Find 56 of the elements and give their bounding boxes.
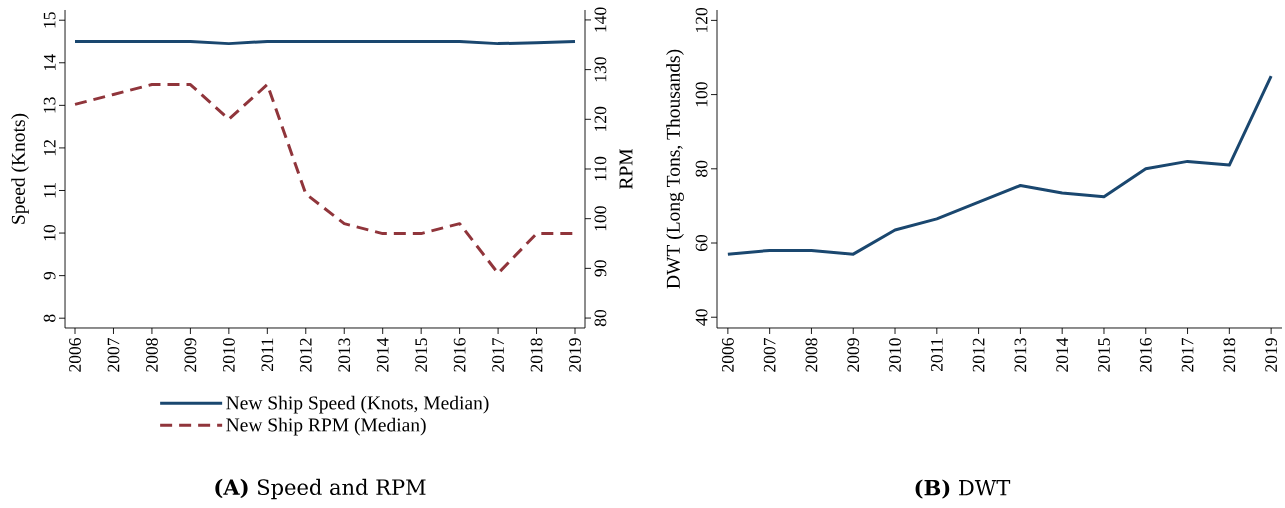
- y-tick-label: 8: [43, 314, 56, 322]
- y2-tick-label: 130: [594, 57, 607, 82]
- y-tick-label: 14: [43, 54, 56, 70]
- y-tick-label: 9: [43, 271, 56, 280]
- x-tick-label: 2018: [1223, 338, 1236, 372]
- x-tick-label: 2006: [69, 338, 81, 372]
- x-tick-label: 2016: [1139, 338, 1152, 372]
- y-tick-label: 120: [695, 7, 708, 32]
- x-tick-label: 2011: [261, 338, 274, 372]
- y-tick-label: 60: [695, 234, 708, 252]
- y2-tick-label: 80: [594, 309, 607, 327]
- x-tick-label: 2019: [1265, 338, 1278, 372]
- x-tick-label: 2009: [847, 338, 860, 372]
- legend-label: New Ship Speed (Knots, Median): [226, 395, 489, 414]
- y-axis-title: DWT (Long Tons, Thousands): [666, 49, 684, 289]
- x-tick-label: 2018: [530, 338, 543, 372]
- x-tick-label: 2011: [930, 338, 943, 372]
- x-tick-label: 2017: [492, 338, 504, 372]
- x-tick-label: 2015: [415, 338, 428, 372]
- x-tick-label: 2008: [146, 338, 158, 372]
- y-tick-label: 11: [43, 183, 56, 198]
- y-axis-title: Speed (Knots): [11, 113, 29, 224]
- x-tick-label: 2015: [1098, 338, 1110, 372]
- x-tick-label: 2010: [222, 338, 235, 372]
- text: (B) DWT: [915, 479, 1011, 499]
- legend-label: New Ship RPM (Median): [226, 417, 426, 436]
- text: (A) Speed and RPM: [215, 478, 426, 500]
- x-tick-label: 2012: [299, 338, 312, 372]
- y-tick-label: 100: [695, 82, 708, 107]
- x-tick-label: 2013: [1014, 338, 1027, 372]
- y-tick-label: 80: [695, 160, 708, 177]
- y2-tick-label: 90: [594, 260, 607, 277]
- y2-tick-label: 140: [594, 7, 607, 32]
- x-tick-label: 2009: [184, 338, 197, 372]
- y2-axis-title: RPM: [619, 148, 633, 190]
- y-tick-label: 12: [43, 140, 56, 156]
- y-tick-label: 40: [695, 309, 708, 326]
- x-tick-label: 2014: [1056, 337, 1069, 372]
- y-tick-label: 10: [43, 224, 56, 241]
- y-tick-label: 15: [43, 12, 56, 28]
- y2-tick-label: 100: [594, 206, 607, 231]
- x-tick-label: 2013: [338, 338, 351, 372]
- x-tick-label: 2019: [569, 338, 581, 372]
- x-tick-label: 2010: [889, 338, 901, 372]
- y-tick-label: 13: [43, 97, 56, 113]
- x-tick-label: 2014: [376, 337, 389, 372]
- x-tick-label: 2017: [1181, 338, 1194, 372]
- x-tick-label: 2008: [805, 338, 818, 372]
- x-tick-label: 2012: [972, 338, 985, 372]
- y2-tick-label: 110: [594, 156, 607, 181]
- x-tick-label: 2016: [453, 338, 466, 372]
- x-tick-label: 2007: [763, 338, 776, 372]
- x-tick-label: 2007: [107, 338, 120, 372]
- line-series: [726, 74, 1273, 256]
- x-tick-label: 2006: [721, 338, 734, 372]
- y2-tick-label: 120: [594, 106, 607, 131]
